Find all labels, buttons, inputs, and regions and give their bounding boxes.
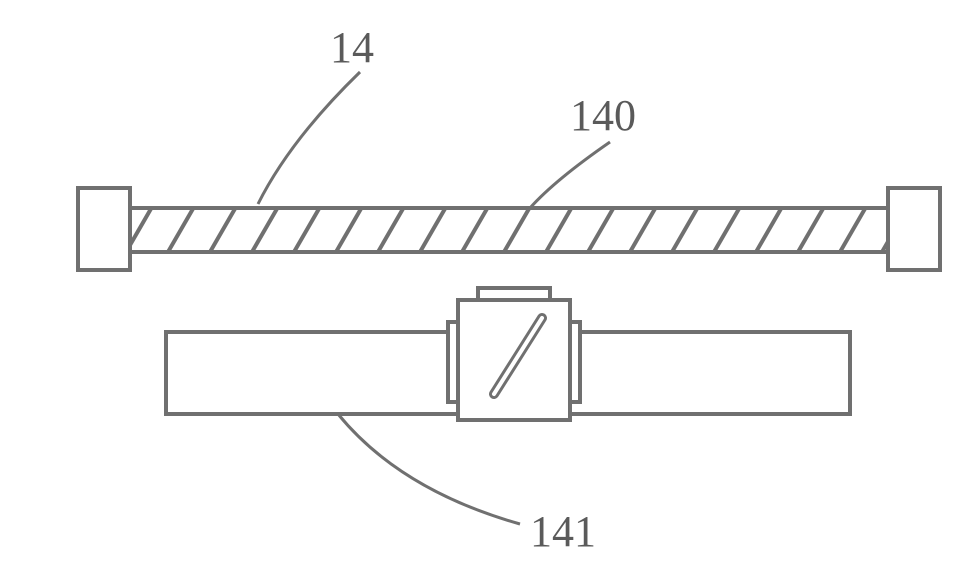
end-block-right <box>888 188 940 270</box>
mechanical-diagram: 14 140 141 <box>0 0 971 579</box>
label-ref-141: 141 <box>530 507 596 556</box>
leader-140 <box>530 142 610 208</box>
end-block-left <box>78 188 130 270</box>
leader-14 <box>258 72 360 204</box>
label-ref-140: 140 <box>570 91 636 140</box>
leader-141 <box>338 414 520 524</box>
hatched-bar-fill <box>42 138 971 252</box>
label-ref-14: 14 <box>330 23 374 72</box>
